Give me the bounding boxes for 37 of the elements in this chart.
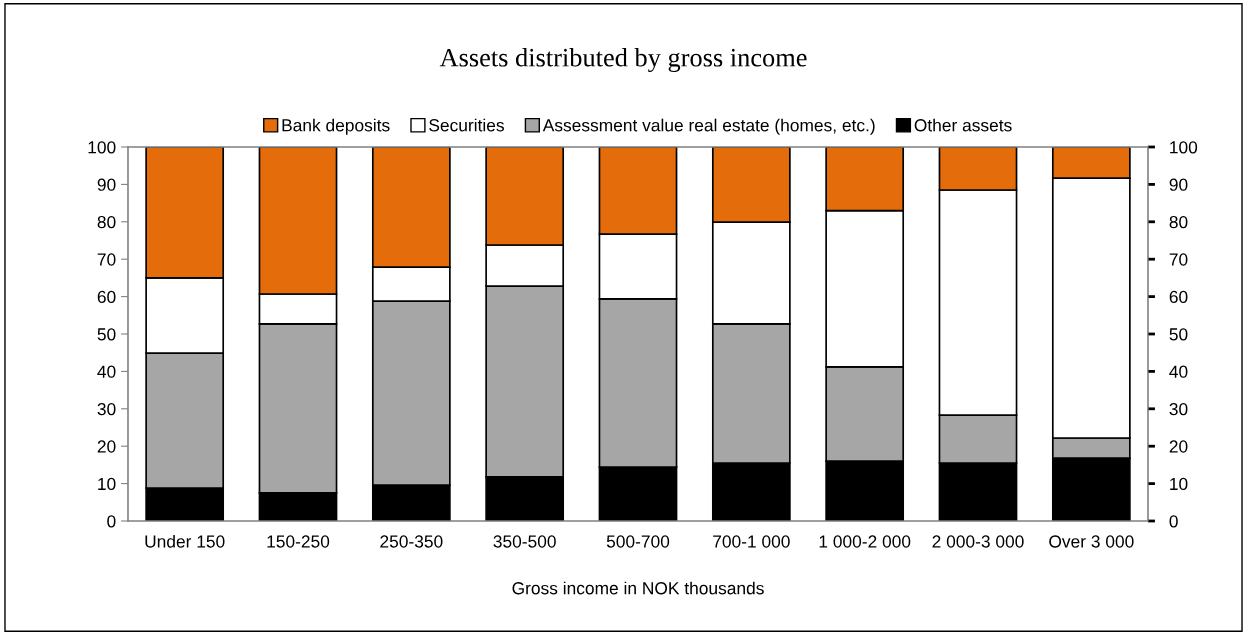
- x-tick-label: Over 3 000: [1049, 535, 1134, 548]
- y2-tick-label: 50: [1169, 328, 1188, 341]
- y-tick-label: 40: [97, 365, 116, 378]
- y2-tick-label: 90: [1169, 178, 1188, 191]
- y-tick-label: 50: [97, 328, 116, 341]
- x-tick-label: 700-1 000: [713, 535, 790, 548]
- y-tick-label: 100: [88, 141, 116, 154]
- y-tick-label: 10: [98, 477, 116, 491]
- x-axis-title: Gross income in NOK thousands: [512, 581, 764, 595]
- y2-tick-label: 0: [1169, 515, 1178, 528]
- x-tick-label: 250-350: [380, 535, 443, 548]
- y2-tick-label: 30: [1169, 402, 1188, 416]
- legend-label: Securities: [429, 118, 504, 132]
- x-tick-label: 500-700: [606, 535, 670, 548]
- y-tick-label: 70: [97, 253, 116, 266]
- x-tick-label: Under 150: [145, 534, 225, 548]
- y2-tick-label: 70: [1169, 253, 1188, 266]
- y-tick-label: 30: [97, 402, 116, 416]
- y2-tick-label: 60: [1169, 290, 1188, 304]
- chart-title: Assets distributed by gross income: [439, 48, 807, 72]
- legend-label: Bank deposits: [282, 118, 390, 135]
- x-tick-label: 150-250: [267, 535, 330, 548]
- y-tick-label: 20: [97, 440, 116, 453]
- y-tick-label: 80: [97, 215, 116, 229]
- y2-tick-label: 40: [1169, 365, 1188, 378]
- y-tick-label: 60: [97, 290, 116, 304]
- y2-tick-label: 10: [1170, 477, 1188, 491]
- y2-tick-label: 80: [1169, 215, 1188, 229]
- y-tick-label: 0: [107, 515, 116, 528]
- legend-label: Other assets: [914, 118, 1012, 132]
- y-tick-label: 90: [97, 178, 116, 191]
- y2-tick-label: 20: [1169, 440, 1188, 453]
- legend-label: Assessment value real estate (homes, etc.): [542, 118, 875, 135]
- x-tick-label: 350-500: [493, 535, 556, 548]
- x-tick-label: 2 000-3 000: [932, 535, 1024, 548]
- y2-tick-label: 100: [1170, 141, 1198, 154]
- x-tick-label: 1 000-2 000: [819, 535, 911, 548]
